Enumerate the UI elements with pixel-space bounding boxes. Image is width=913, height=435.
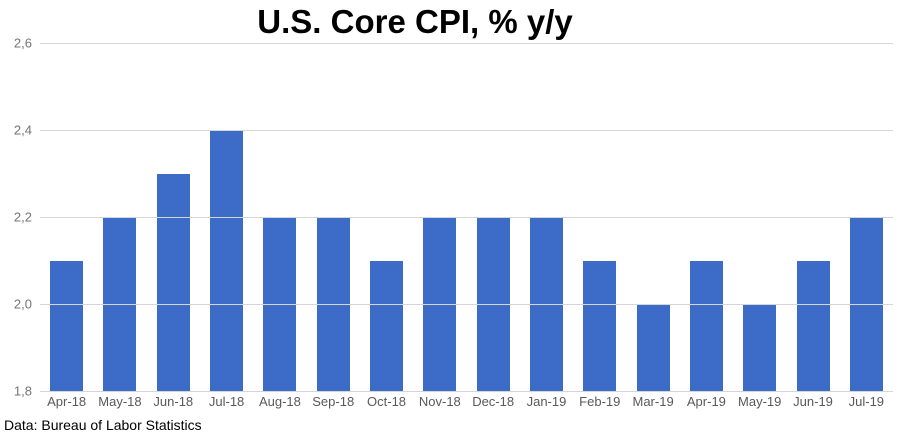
- bar-slot-May-19: [733, 43, 786, 391]
- y-tick-label-4: 1,8: [13, 383, 32, 399]
- x-tick-label-Dec-18: Dec-18: [472, 394, 515, 409]
- chart-title: U.S. Core CPI, % y/y: [257, 3, 573, 40]
- gridline-2,2: [40, 217, 893, 218]
- y-tick-label-0: 2,6: [13, 35, 32, 51]
- bar-Apr-19: [689, 260, 723, 391]
- bar-Jul-18: [210, 130, 244, 391]
- bar-Jun-19: [796, 260, 830, 391]
- x-tick-label-May-18: May-18: [98, 394, 142, 409]
- x-tick-label-Apr-19: Apr-19: [686, 394, 726, 409]
- bar-slot-Apr-19: [680, 43, 733, 391]
- x-tick-label-Jul-18: Jul-18: [208, 394, 245, 409]
- y-tick-label-2: 2,2: [13, 209, 32, 225]
- plot-area: [40, 43, 893, 392]
- bar-May-19: [743, 304, 777, 391]
- x-tick-label-Jan-19: Jan-19: [526, 394, 567, 409]
- x-axis-labels: Apr-18 May-18 Jun-18 Jul-18 Aug-18 Sep-18 Oct-…: [40, 394, 893, 409]
- x-tick-label-Mar-19: Mar-19: [632, 394, 674, 409]
- x-tick-label-Jun-18: Jun-18: [153, 394, 194, 409]
- bar-Oct-18: [370, 260, 404, 391]
- x-tick-label-Apr-18: Apr-18: [47, 394, 87, 409]
- y-tick-label-1: 2,4: [13, 122, 32, 138]
- x-tick-label-Aug-18: Aug-18: [258, 394, 301, 409]
- x-tick-label-Jun-19: Jun-19: [793, 394, 833, 409]
- bar-Jun-18: [156, 173, 190, 391]
- bar-slot-Oct-18: [360, 43, 413, 391]
- x-tick-label-Jul-19: Jul-19: [848, 394, 885, 409]
- bar-slot-Mar-19: [626, 43, 679, 391]
- source-note: Data: Bureau of Labor Statistics: [4, 417, 202, 433]
- bar-slot-Jul-18: [200, 43, 253, 391]
- bar-slot-Jun-18: [147, 43, 200, 391]
- x-tick-label-Nov-18: Nov-18: [418, 394, 461, 409]
- bar-slot-Apr-18: [40, 43, 93, 391]
- x-tick-label-Feb-19: Feb-19: [579, 394, 621, 409]
- x-tick-label-Oct-18: Oct-18: [367, 394, 407, 409]
- bar-Mar-19: [636, 304, 670, 391]
- gridline-2,0: [40, 304, 893, 305]
- y-tick-label-3: 2,0: [13, 296, 32, 312]
- x-tick-label-May-19: May-19: [738, 394, 782, 409]
- x-tick-label-Sep-18: Sep-18: [312, 394, 355, 409]
- bar-slot-Feb-19: [573, 43, 626, 391]
- bar-slot-Jun-19: [786, 43, 839, 391]
- bar-Apr-18: [50, 260, 84, 391]
- gridline-2,4: [40, 130, 893, 131]
- gridline-1,8: [40, 391, 893, 392]
- bar-Feb-19: [583, 260, 617, 391]
- gridline-2,6: [40, 43, 893, 44]
